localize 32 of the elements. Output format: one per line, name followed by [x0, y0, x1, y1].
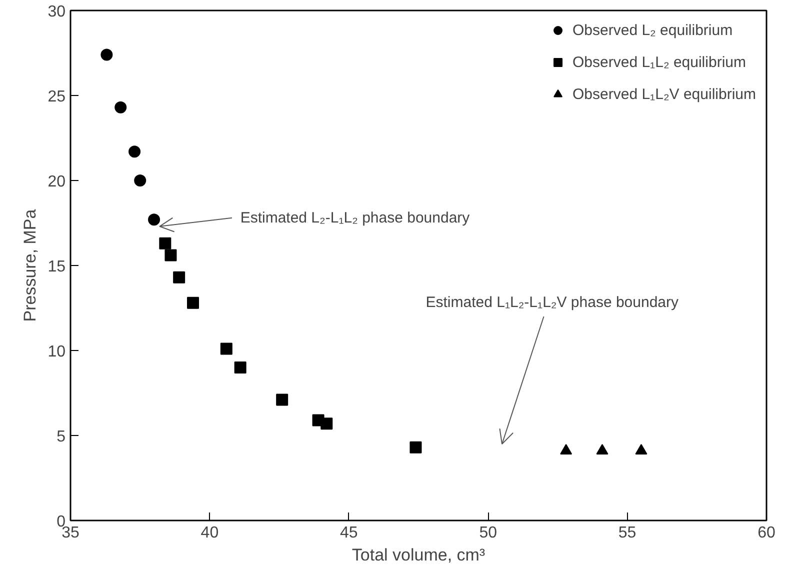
y-tick-label: 25 — [48, 88, 66, 106]
point — [410, 441, 422, 454]
point — [320, 418, 333, 430]
y-tick-label: 10 — [48, 344, 66, 360]
x-axis-title: Total volume, cm³ — [352, 546, 486, 564]
y-tick-label: 15 — [48, 258, 66, 276]
x-tick-label: 55 — [618, 524, 636, 542]
point — [276, 394, 288, 406]
point — [128, 146, 141, 158]
legend-label: Observed L₂ equilibrium — [572, 22, 733, 38]
legend-label: Observed L₁L₂V equilibrium — [572, 86, 756, 102]
point — [220, 342, 232, 355]
x-tick-label: 50 — [479, 524, 498, 542]
point — [164, 249, 177, 262]
point — [186, 296, 199, 309]
legend-label: Observed L₁L₂ equilibrium — [572, 54, 746, 70]
y-axis-title: Pressure, MPa — [20, 208, 40, 322]
x-tick-label: 60 — [758, 524, 776, 542]
point — [159, 237, 172, 250]
point — [148, 214, 160, 226]
point — [134, 174, 146, 186]
point — [173, 271, 186, 284]
point — [114, 101, 127, 114]
y-tick-label: 5 — [56, 428, 66, 446]
annotation: Estimated L₁L₂-L₁L₂V phase boundary — [426, 294, 680, 311]
point — [100, 48, 113, 61]
x-tick-label: 45 — [340, 524, 358, 542]
y-tick-label: 20 — [48, 174, 66, 190]
annotation: Estimated L₂-L₁L₂ phase boundary — [240, 209, 470, 226]
x-tick-label: 40 — [200, 524, 219, 542]
point — [234, 362, 246, 374]
y-tick-label: 30 — [48, 4, 66, 20]
